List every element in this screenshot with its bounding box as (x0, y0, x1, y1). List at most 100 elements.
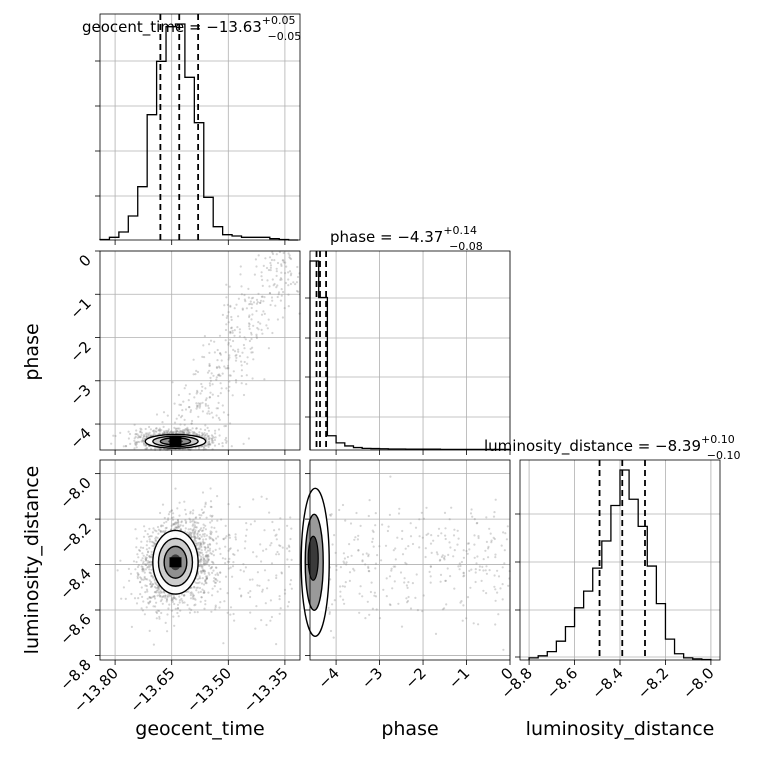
phase-geo-point (215, 414, 218, 417)
ld-phase-point (462, 549, 465, 552)
ld-phase-point (409, 535, 413, 538)
ld-geo-point (190, 533, 193, 537)
phase-geo-point (188, 392, 191, 396)
ld-geo-point (120, 597, 123, 600)
ld-geo-point (179, 609, 182, 612)
ld-geo-point (180, 593, 183, 596)
ld-geo-point (193, 535, 196, 538)
ld-geo-point (200, 551, 203, 555)
phase-geo-point (218, 334, 222, 337)
ld-phase-point (502, 531, 505, 534)
ld-geo-point (178, 525, 181, 528)
phase-geo-point (287, 305, 290, 308)
ld-geo-point (151, 576, 155, 579)
ld-geo-point (244, 540, 247, 543)
phase-geo-point (179, 416, 183, 419)
ld-geo-point (232, 561, 235, 564)
ld-geo-point (148, 568, 151, 571)
ld-geo-point (286, 605, 289, 608)
phase-geo-point (208, 382, 211, 385)
ld-geo-point (175, 526, 179, 529)
ld-geo-point (211, 587, 214, 590)
ld-geo-point (200, 508, 203, 511)
ld-phase-point (462, 575, 465, 578)
ld-geo-point (158, 592, 161, 595)
ld-geo-point (265, 623, 268, 627)
phase-geo-point (149, 428, 152, 431)
ld-geo-point (148, 579, 151, 582)
ld-phase-point (407, 545, 410, 548)
ld-geo-point (156, 589, 159, 592)
ld-phase-point (467, 542, 470, 545)
ld-geo-point (196, 547, 199, 551)
phase-geo-point (241, 351, 244, 354)
ld-geo-point (211, 514, 214, 517)
phase-geo-point (225, 283, 228, 286)
phase-geo-point (213, 438, 217, 442)
phase-geo-point (168, 431, 172, 434)
ld-geo-density-peak (169, 557, 182, 568)
ld-phase-point (403, 577, 406, 580)
ld-geo-point (143, 575, 146, 579)
ld-geo-point (287, 565, 291, 568)
phase-geo-point (151, 429, 155, 433)
ld-geo-point (225, 535, 228, 538)
ld-geo-point (274, 534, 277, 537)
ld-geo-point (231, 565, 235, 568)
phase-geo-point (171, 431, 175, 434)
ld-geo-point (229, 566, 232, 569)
phase-geo-point (256, 326, 259, 330)
ld-geo-point (175, 598, 178, 601)
phase-geo-point (280, 278, 283, 281)
ld-phase-point (414, 596, 417, 600)
ld-phase-point (389, 603, 392, 607)
ld-geo-point (206, 549, 210, 552)
ld-phase-point (476, 555, 479, 558)
ld-geo-point (196, 582, 200, 585)
ld-phase-point (342, 598, 345, 601)
phase-geo-point (213, 351, 216, 354)
phase-geo-point (265, 324, 268, 327)
ld-geo-point (167, 607, 170, 610)
phase-geo-point (154, 430, 157, 433)
ld-geo-point (145, 588, 149, 591)
ld-phase-point (374, 524, 377, 527)
phase-geo-point (141, 440, 144, 443)
ld-geo-point (205, 555, 208, 558)
phase-geo-point (228, 285, 231, 288)
ld-geo-point (216, 579, 219, 582)
ld-geo-point (197, 530, 200, 533)
ld-geo-point (180, 520, 183, 523)
ld-phase-point (392, 549, 395, 552)
phase-geo-point (269, 264, 273, 267)
ld-geo-point (189, 532, 192, 535)
ld-geo-point (189, 528, 192, 531)
phase-geo-point (235, 303, 238, 306)
ld-phase-point (487, 547, 490, 550)
ld-phase-point (444, 579, 447, 583)
phase-geo-point (225, 387, 228, 390)
phase-geo-point (255, 265, 258, 268)
phase-geo-point (199, 428, 202, 431)
phase-geo-point (205, 397, 208, 400)
ld-phase-point (429, 581, 432, 584)
ld-geo-point (203, 607, 206, 610)
phase-geo-point (237, 297, 240, 300)
phase-geo-point (271, 252, 275, 256)
ld-geo-point (279, 517, 282, 520)
ld-geo-point (193, 535, 196, 538)
ld-geo-point (200, 596, 203, 599)
ld-geo-point (245, 528, 248, 531)
ld-phase-point (358, 592, 361, 595)
ld-phase-point (437, 527, 441, 530)
phase-geo-point (228, 374, 231, 377)
ld-phase-point (327, 606, 330, 610)
ld-geo-point (177, 615, 180, 618)
ld-phase-point (439, 580, 442, 583)
phase-geo-point (208, 437, 211, 440)
ld-geo-point (202, 526, 205, 529)
phase-geo-point (207, 429, 210, 432)
phase-geo-point (208, 442, 211, 446)
ld-geo-point (199, 541, 202, 544)
ld-geo-point (206, 560, 209, 563)
